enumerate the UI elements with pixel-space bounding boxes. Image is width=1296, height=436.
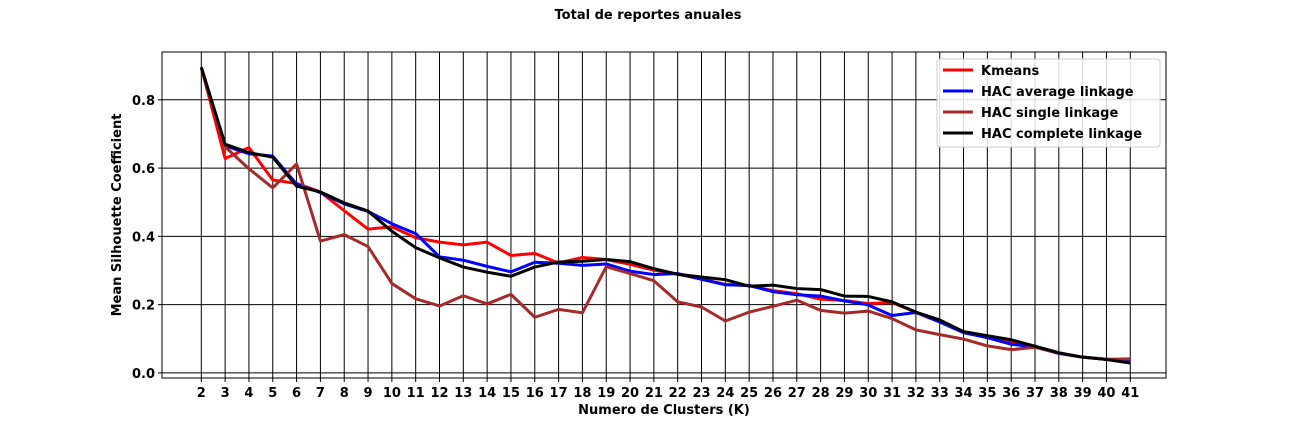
x-tick-label: 34: [954, 386, 972, 401]
x-tick-label: 41: [1121, 386, 1139, 401]
legend-label: HAC average linkage: [981, 85, 1134, 100]
x-tick-label: 23: [692, 386, 710, 401]
series-line-2: [199, 66, 1131, 361]
x-tick-label: 21: [645, 386, 663, 401]
x-tick-label: 37: [1026, 386, 1044, 401]
x-tick-label: 32: [907, 386, 925, 401]
legend: Kmeans HAC average linkage HAC single link…: [936, 58, 1161, 148]
series-line-3: [199, 66, 1131, 365]
y-tick-label: 0.2: [132, 299, 155, 314]
x-tick-label: 35: [978, 386, 996, 401]
x-tick-label: 6: [292, 386, 301, 401]
x-tick-label: 25: [740, 386, 758, 401]
x-tick-label: 36: [1002, 386, 1020, 401]
x-tick-label: 38: [1050, 386, 1068, 401]
x-tick-label: 16: [526, 386, 544, 401]
x-tick-label: 3: [221, 386, 230, 401]
x-tick-label: 13: [454, 386, 472, 401]
x-tick-label: 22: [669, 386, 687, 401]
x-tick-label: 19: [597, 386, 615, 401]
x-tick-label: 27: [788, 386, 806, 401]
x-axis-ticks: 2 3 4 5 6 7 8 9 10 11 12 13 14 15 16 17 18 19 20 21 22 23 24 25…: [197, 378, 1139, 401]
x-tick-label: 8: [340, 386, 349, 401]
x-tick-label: 15: [502, 386, 520, 401]
y-tick-label: 0.6: [132, 162, 155, 177]
x-tick-label: 7: [316, 386, 325, 401]
x-tick-label: 18: [573, 386, 591, 401]
y-tick-label: 0.4: [132, 230, 155, 245]
legend-label: HAC single linkage: [981, 106, 1118, 121]
x-tick-label: 5: [268, 386, 277, 401]
y-tick-label: 0.0: [132, 367, 155, 382]
legend-box: [936, 58, 1161, 148]
series-lines: [199, 66, 1131, 365]
x-tick-label: 26: [764, 386, 782, 401]
legend-label: HAC complete linkage: [981, 127, 1142, 142]
x-tick-label: 20: [621, 386, 639, 401]
x-axis-label: Numero de Clusters (K): [578, 403, 750, 418]
x-tick-label: 29: [835, 386, 853, 401]
x-tick-label: 11: [407, 386, 425, 401]
x-tick-label: 9: [364, 386, 373, 401]
x-tick-label: 40: [1097, 386, 1115, 401]
x-tick-label: 12: [430, 386, 448, 401]
y-tick-label: 0.8: [132, 94, 155, 109]
x-tick-label: 17: [550, 386, 568, 401]
chart-title: Total de reportes anuales: [555, 8, 742, 23]
x-tick-label: 2: [197, 386, 206, 401]
x-tick-label: 31: [883, 386, 901, 401]
x-tick-label: 4: [244, 386, 253, 401]
legend-label: Kmeans: [981, 64, 1039, 79]
x-tick-label: 39: [1074, 386, 1092, 401]
x-tick-label: 33: [931, 386, 949, 401]
y-axis-ticks: 0.0 0.2 0.4 0.6 0.8: [132, 94, 162, 382]
x-tick-label: 24: [716, 386, 734, 401]
plot-area: [161, 51, 1167, 379]
x-tick-label: 10: [383, 386, 401, 401]
x-tick-label: 14: [478, 386, 496, 401]
y-axis-label: Mean Silhouette Coefficient: [110, 114, 125, 317]
x-tick-label: 28: [812, 386, 830, 401]
x-tick-label: 30: [859, 386, 877, 401]
